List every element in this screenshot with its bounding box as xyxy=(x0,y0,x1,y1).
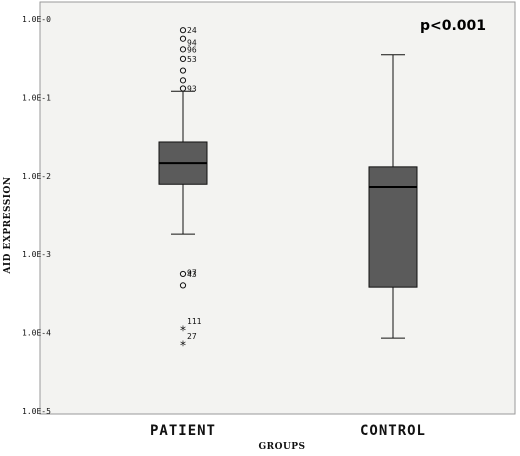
outlier-label: 53 xyxy=(187,55,197,64)
outlier-label: 94 xyxy=(187,39,197,48)
extreme-outlier-star: * xyxy=(179,339,186,353)
outlier-circle xyxy=(179,85,187,92)
y-tick-label: 1.0E-3 xyxy=(22,250,51,259)
y-tick-label: 1.0E-2 xyxy=(22,172,51,181)
y-axis-ticks: 1.0E-0 1.0E-1 1.0E-2 1.0E-3 1.0E-4 1.0E-5 xyxy=(22,15,51,416)
outlier-label: 27 xyxy=(187,332,197,341)
outlier-circle xyxy=(179,46,187,53)
y-tick-label: 1.0E-4 xyxy=(22,329,51,338)
y-tick-label: 1.0E-0 xyxy=(22,15,51,24)
plot-area xyxy=(39,1,516,415)
box-control xyxy=(368,54,418,339)
outlier-circle xyxy=(179,77,187,84)
extreme-outlier-star: * xyxy=(179,323,186,337)
y-axis-title: AID EXPRESSION xyxy=(3,176,13,274)
x-axis-title: GROUPS xyxy=(258,442,305,452)
x-category-label: CONTROL xyxy=(360,423,426,439)
iqr-box xyxy=(368,166,418,288)
outlier-label: 24 xyxy=(187,26,197,35)
x-axis-category-labels: PATIENT CONTROL xyxy=(150,423,426,439)
outlier-circle xyxy=(179,67,187,74)
box-patient xyxy=(158,90,208,235)
x-category-label: PATIENT xyxy=(150,423,216,439)
boxes xyxy=(158,54,418,339)
outlier-label: 111 xyxy=(187,317,202,326)
outlier-label: 43 xyxy=(187,270,197,279)
y-tick-label: 1.0E-1 xyxy=(22,93,51,102)
outlier-circle xyxy=(179,282,187,289)
outlier-circle xyxy=(179,55,187,62)
outlier-label: 96 xyxy=(187,45,197,54)
y-tick-label: 1.0E-5 xyxy=(22,407,51,416)
outlier-label: 93 xyxy=(187,84,197,93)
outlier-circle xyxy=(179,27,187,34)
outlier-circle xyxy=(179,270,187,278)
p-value-annotation: p<0.001 xyxy=(420,18,486,34)
outlier-circle xyxy=(179,35,187,42)
outlier-label: 97 xyxy=(187,269,197,278)
